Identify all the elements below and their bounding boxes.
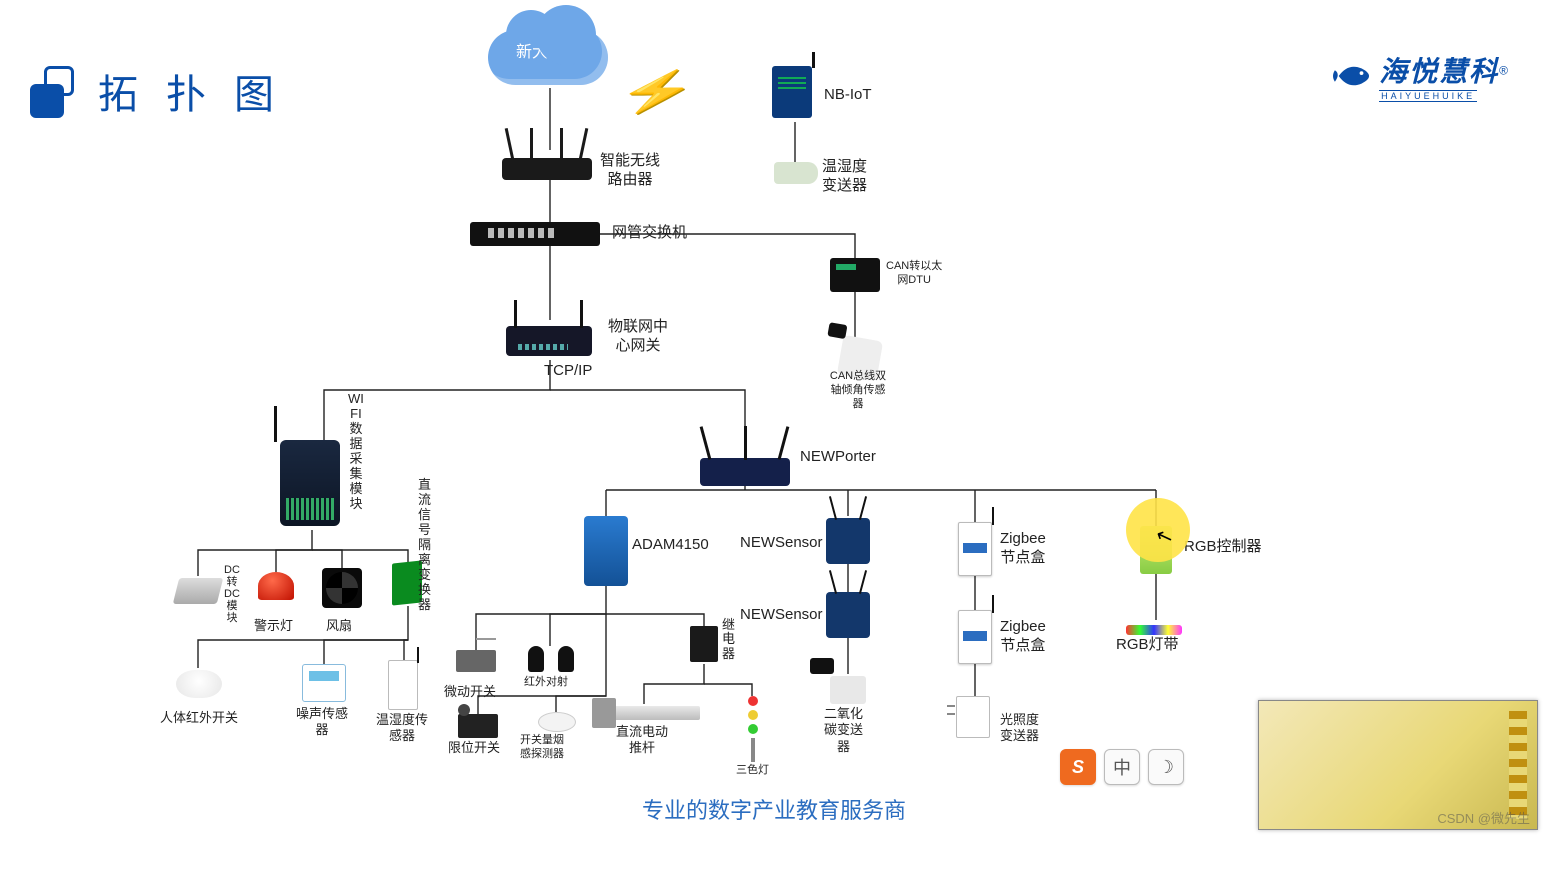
smoke-sw-label: 开关量烟 感探测器 (520, 734, 564, 762)
dc-mod-label: DC 转 DC 模 块 (224, 564, 240, 624)
relay-node (690, 626, 718, 667)
limit-sw-label: 限位开关 (448, 740, 500, 756)
fish-icon (1333, 62, 1371, 90)
can-dtu-node (830, 258, 880, 297)
tri-light-node (748, 696, 758, 761)
alarm-light-node (258, 572, 294, 605)
ir-pair-label: 红外对射 (524, 676, 568, 690)
ime-toolbar: S 中 ☽ (1060, 749, 1184, 785)
brand-logo: 海悦慧科® HAIYUEHUIKE (1333, 50, 1508, 102)
alarm-light-label: 警示灯 (254, 618, 293, 634)
router-label: 智能无线 路由器 (600, 152, 660, 190)
dc-mod-node (176, 578, 220, 609)
micro-sw-label: 微动开关 (444, 684, 496, 700)
fan-node (322, 568, 362, 613)
can-dtu-label: CAN转以太 网DTU (886, 260, 942, 288)
actuator-label: 直流电动 推杆 (616, 724, 668, 757)
zigbee-2-label: Zigbee 节点盒 (1000, 618, 1046, 656)
relay-label: 继 电 器 (722, 618, 735, 661)
newporter-node (700, 426, 790, 491)
noise-sensor-node (302, 664, 346, 707)
lux-node (956, 696, 990, 743)
th-sensor-label: 温湿度传 感器 (376, 712, 428, 745)
ime-button-sogou[interactable]: S (1060, 749, 1096, 785)
rgb-strip-label: RGB灯带 (1116, 636, 1179, 655)
ime-button-lang[interactable]: 中 (1104, 749, 1140, 785)
wifi-daq-node (280, 440, 340, 531)
pir-node (176, 670, 222, 703)
humidity-tx-label: 温湿度 变送器 (822, 158, 867, 196)
fan-label: 风扇 (326, 618, 352, 634)
router-node (502, 128, 592, 185)
watermark: CSDN @微先生 (1437, 808, 1530, 827)
wifi-daq-label: WI FI 数 据 采 集 模 块 (348, 392, 364, 512)
tri-light-label: 三色灯 (736, 764, 769, 778)
page-title: 拓扑图 (98, 62, 302, 120)
gateway-sublabel: TCP/IP (544, 362, 592, 381)
ir-pair-node (528, 646, 574, 679)
gateway-label: 物联网中 心网关 (608, 318, 668, 356)
brand-reg: ® (1499, 64, 1508, 78)
pir-label: 人体红外开关 (160, 710, 238, 726)
ime-button-moon[interactable]: ☽ (1148, 749, 1184, 785)
nbiot-label: NB-IoT (824, 86, 872, 105)
micro-sw-node (456, 650, 496, 677)
co2-label: 二氧化 碳变送 器 (824, 706, 863, 755)
brand-cn: 海悦慧科 (1379, 56, 1499, 87)
title-icon (30, 66, 80, 116)
humidity-tx-node (774, 162, 818, 189)
newsensor-2-label: NEWSensor (740, 606, 823, 625)
th-sensor-node (388, 660, 418, 715)
switch-label: 网管交换机 (612, 224, 687, 243)
lux-label: 光照度 变送器 (1000, 712, 1039, 745)
wireless-bolt-icon: ⚡ (617, 68, 697, 115)
newsensor-2-node (826, 592, 870, 643)
limit-sw-node (458, 714, 498, 743)
adam4150-node (584, 516, 628, 591)
switch-node (470, 222, 600, 251)
gateway-node (506, 300, 592, 361)
nbiot-node (772, 66, 812, 123)
zigbee-1-label: Zigbee 节点盒 (1000, 530, 1046, 568)
noise-sensor-label: 噪声传感 器 (296, 706, 348, 739)
brand-en: HAIYUEHUIKE (1379, 90, 1477, 102)
co2-node (830, 676, 866, 709)
rgb-ctrl-label: RGB控制器 (1184, 538, 1262, 557)
newsensor-1-node (826, 518, 870, 569)
zigbee-2-node (958, 610, 992, 669)
actuator-node (614, 706, 700, 725)
newporter-label: NEWPorter (800, 448, 876, 467)
tilt-sensor-label: CAN总线双 轴倾角传感 器 (818, 370, 898, 411)
dc-isolator-label: 直 流 信 号 隔 离 变 换 器 (418, 478, 431, 612)
cloud-label: 新大陆云 (488, 38, 608, 62)
cloud-node: 新大陆云 (488, 30, 608, 90)
page-title-block: 拓扑图 (30, 62, 302, 120)
adam4150-label: ADAM4150 (632, 536, 709, 555)
newsensor-1-label: NEWSensor (740, 534, 823, 553)
footer-slogan: 专业的数字产业教育服务商 (642, 793, 906, 825)
zigbee-1-node (958, 522, 992, 581)
